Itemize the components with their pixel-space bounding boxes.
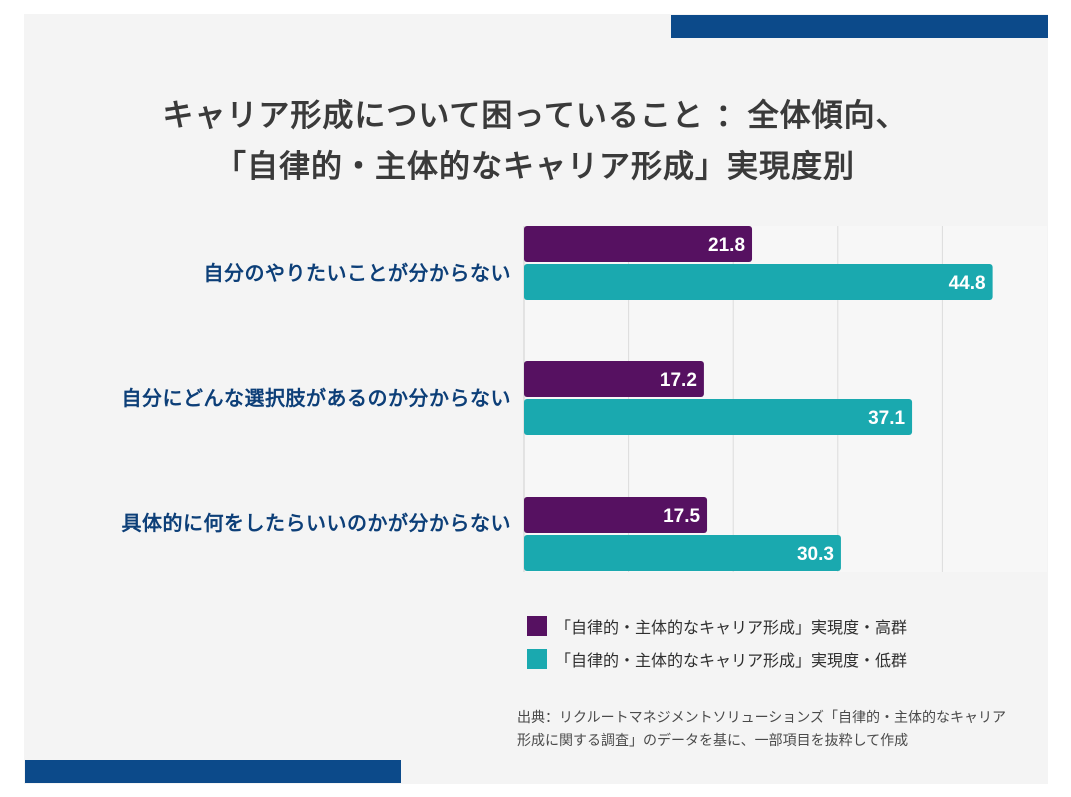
data-label-high-1: 21.8 <box>708 235 745 256</box>
data-label-low-1: 44.8 <box>949 273 986 294</box>
bar-low-1 <box>524 264 993 300</box>
legend-swatch-low <box>527 649 547 669</box>
chart-title-line2: 「自律的・主体的なキャリア形成」実現度別 <box>215 149 855 185</box>
source-note: 出典：リクルートマネジメントソリューションズ「自律的・主体的なキャリア形成に関す… <box>517 710 1007 749</box>
bar-high-1 <box>524 226 753 262</box>
top-accent-stripe <box>671 15 1048 38</box>
legend-label-high: 「自律的・主体的なキャリア形成」実現度・高群 <box>555 618 908 637</box>
category-label-2: 自分にどんな選択肢があるのか分からない <box>121 386 511 410</box>
data-label-high-2: 17.2 <box>660 370 697 391</box>
data-label-high-3: 17.5 <box>663 506 700 527</box>
legend-item-low: 「自律的・主体的なキャリア形成」実現度・低群 <box>527 647 907 671</box>
bar-high-3 <box>524 497 708 533</box>
bar-low-2 <box>524 399 913 435</box>
category-label-3: 具体的に何をしたらいいのかが分からない <box>121 511 511 535</box>
data-label-low-3: 30.3 <box>797 544 834 565</box>
category-label-1: 自分のやりたいことが分からない <box>203 261 511 285</box>
legend-label-low: 「自律的・主体的なキャリア形成」実現度・低群 <box>555 651 908 670</box>
data-label-low-2: 37.1 <box>868 408 905 429</box>
bottom-accent-stripe <box>25 760 401 783</box>
chart-title-line1: キャリア形成について困っていること ：全体傾向、 <box>162 98 908 134</box>
legend-item-high: 「自律的・主体的なキャリア形成」実現度・高群 <box>527 614 907 638</box>
bar-high-2 <box>524 361 704 397</box>
legend-swatch-high <box>527 616 547 636</box>
bar-low-3 <box>524 535 841 571</box>
